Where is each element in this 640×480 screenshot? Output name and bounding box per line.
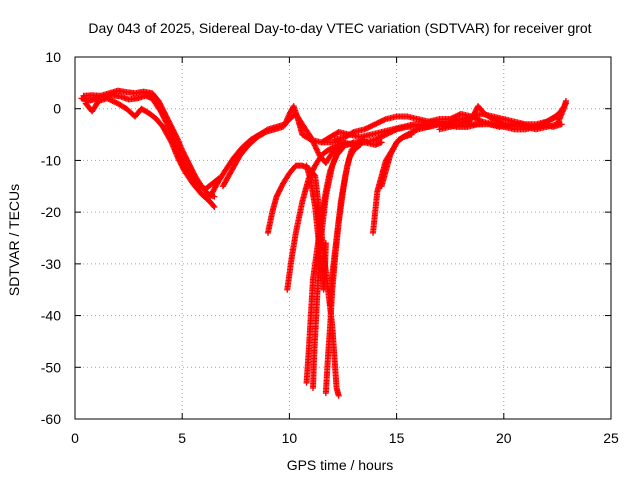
- data-point-marker: [342, 139, 349, 146]
- data-point-marker: [378, 139, 385, 146]
- y-tick-label: -10: [41, 152, 61, 168]
- y-tick-label: 10: [45, 49, 61, 65]
- chart-title: Day 043 of 2025, Sidereal Day-to-day VTE…: [88, 20, 591, 36]
- y-tick-label: -40: [41, 308, 61, 324]
- x-tick-label: 0: [71, 430, 79, 446]
- data-point-marker: [322, 240, 329, 247]
- y-tick-label: -20: [41, 204, 61, 220]
- y-tick-label: -30: [41, 256, 61, 272]
- data-point-marker: [335, 392, 342, 399]
- series-track-j: [303, 162, 329, 293]
- data-point-marker: [558, 108, 565, 115]
- series-track-l: [327, 141, 364, 309]
- data-point-marker: [356, 142, 363, 149]
- y-tick-label: 0: [53, 101, 61, 117]
- y-tick-label: -50: [41, 359, 61, 375]
- data-point-marker: [341, 140, 348, 147]
- data-point-marker: [211, 203, 218, 210]
- series-track-n: [378, 131, 415, 190]
- series-track-c: [82, 95, 218, 210]
- y-tick-label: -60: [41, 411, 61, 427]
- data-point-marker: [408, 131, 415, 138]
- data-layer: [78, 87, 569, 399]
- data-point-marker: [261, 129, 268, 136]
- plot-frame: [74, 56, 612, 420]
- series-track-r: [425, 108, 565, 133]
- data-point-marker: [557, 109, 564, 116]
- x-tick-label: 25: [603, 430, 619, 446]
- data-point-marker: [167, 138, 174, 145]
- x-tick-label: 5: [178, 430, 186, 446]
- x-tick-label: 15: [389, 430, 405, 446]
- y-axis-label: SDTVAR / TECUs: [6, 184, 22, 296]
- data-point-marker: [562, 97, 569, 104]
- data-point-marker: [210, 202, 217, 209]
- x-axis-label: GPS time / hours: [287, 457, 394, 473]
- x-tick-label: 20: [496, 430, 512, 446]
- x-tick-label: 10: [282, 430, 298, 446]
- tick-layer: 0 5 10 15 20 25 10 0 -10 -20 -30 -40 -50 -60: [41, 49, 619, 446]
- data-point-marker: [357, 141, 364, 148]
